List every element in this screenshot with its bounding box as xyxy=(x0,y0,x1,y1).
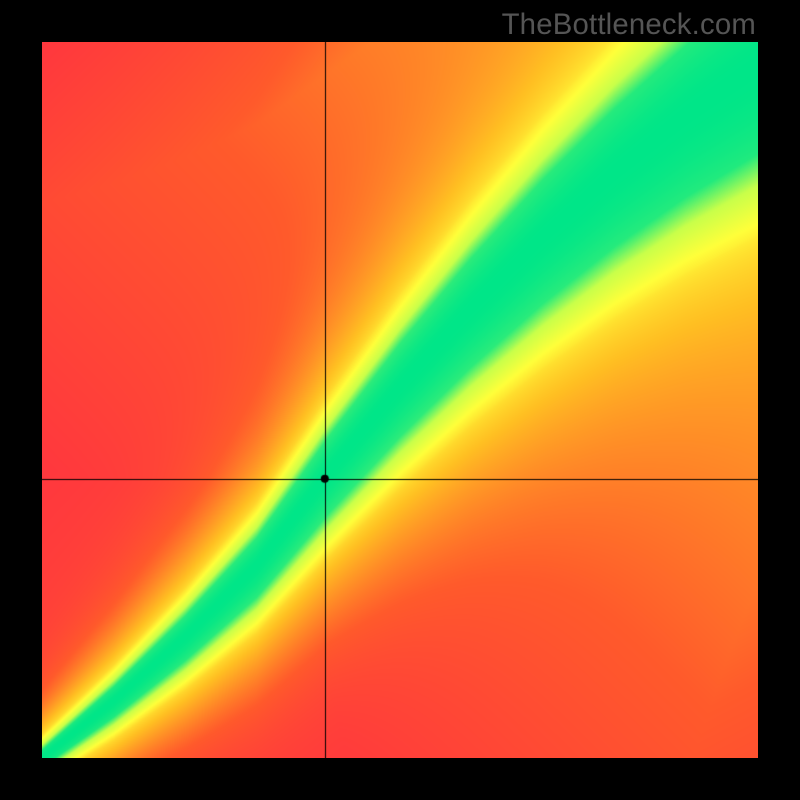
watermark-text: TheBottleneck.com xyxy=(502,8,756,42)
crosshair-overlay xyxy=(42,42,758,758)
